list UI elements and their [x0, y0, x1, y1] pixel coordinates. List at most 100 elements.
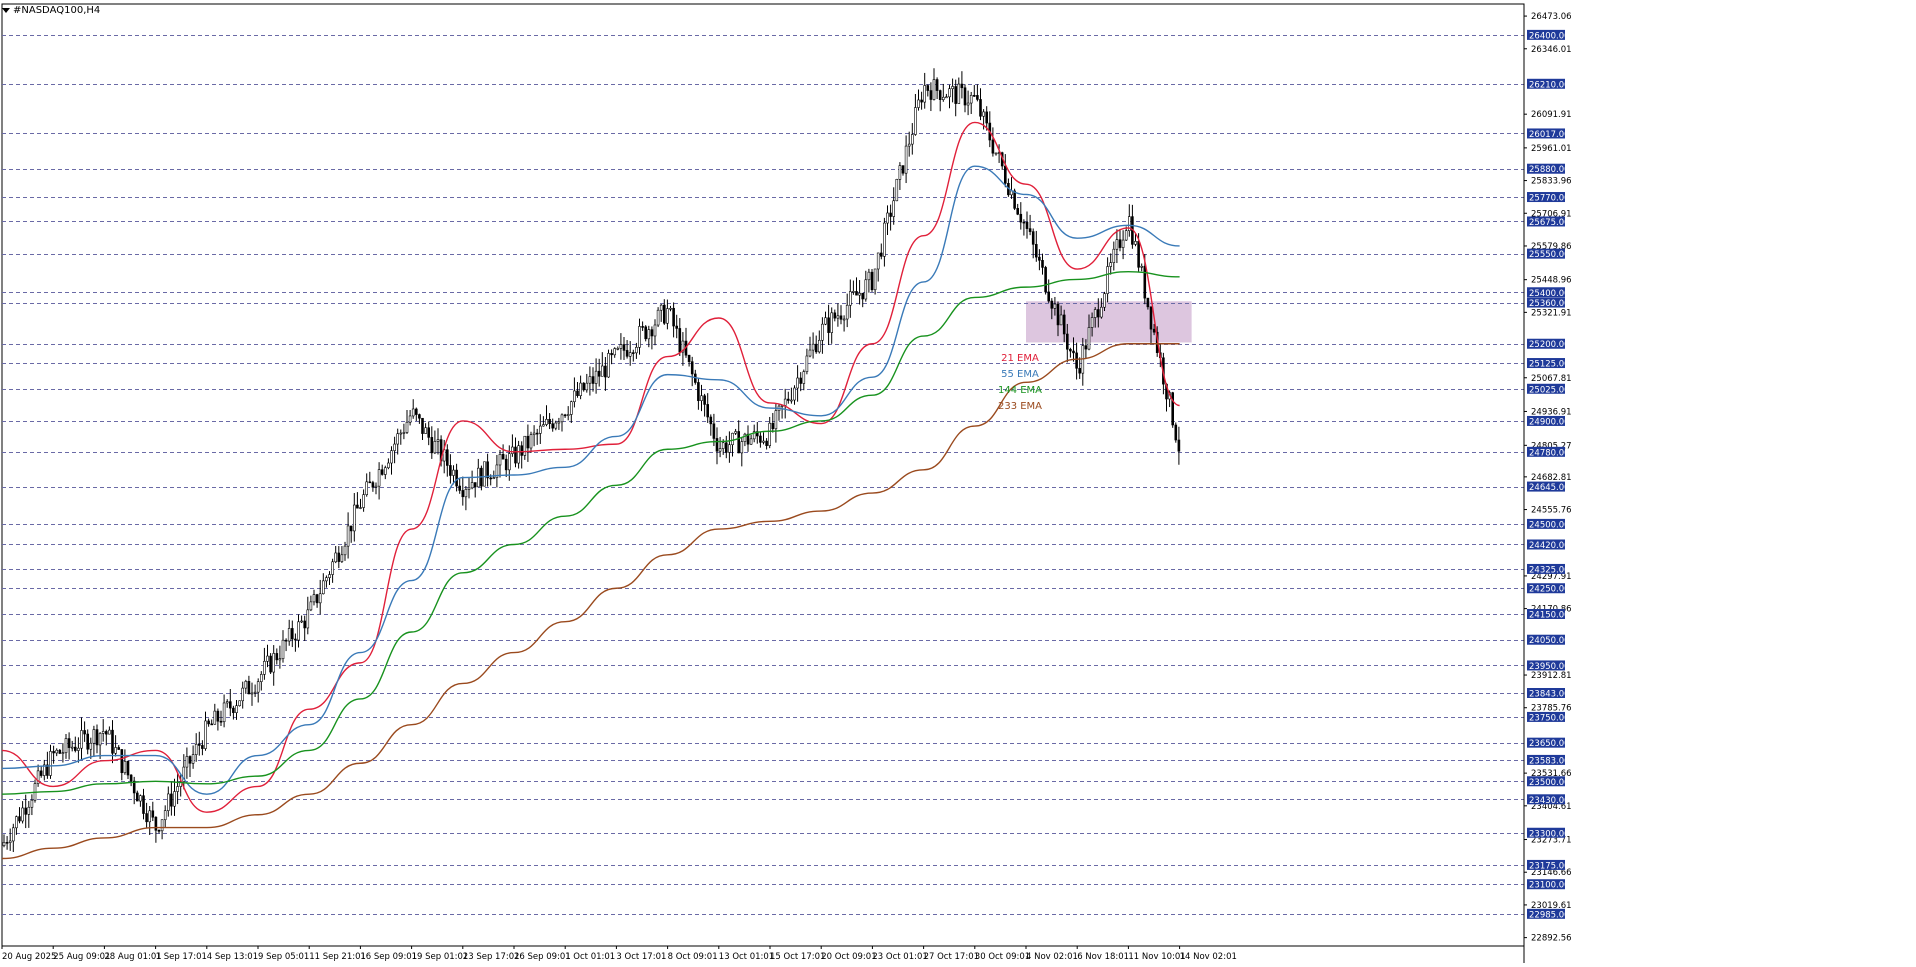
- y-tick-label: 26473.06: [1531, 12, 1572, 22]
- candle-body: [349, 525, 353, 532]
- candle-body: [346, 525, 350, 547]
- candle-body: [914, 107, 917, 135]
- level-price-box: [1527, 415, 1565, 426]
- candle-body: [960, 83, 964, 89]
- candle-body: [126, 761, 130, 776]
- candle-body: [799, 377, 803, 384]
- candle-body: [604, 365, 607, 378]
- candle-body: [61, 752, 65, 754]
- candle-body: [1062, 314, 1066, 335]
- candle-body: [408, 415, 412, 423]
- level-price-label: 24420.00: [1529, 541, 1570, 551]
- candle-body: [27, 806, 31, 815]
- candle-body: [1028, 228, 1032, 232]
- candle-body: [619, 344, 623, 349]
- candle-body: [793, 387, 796, 401]
- x-tick-label: 27 Oct 17:01: [924, 952, 979, 962]
- candle-body: [920, 99, 923, 103]
- x-tick-label: 14 Nov 02:01: [1180, 952, 1237, 962]
- candle-body: [1149, 306, 1153, 330]
- level-price-box: [1527, 539, 1565, 550]
- candle-body: [123, 761, 127, 774]
- candle-body: [845, 304, 849, 320]
- candle-body: [433, 441, 437, 454]
- candle-body: [294, 638, 297, 641]
- level-price-box: [1527, 78, 1565, 89]
- candle-body: [191, 754, 195, 764]
- candle-body: [985, 111, 989, 124]
- y-tick-label: 24805.27: [1531, 441, 1572, 451]
- candle-body: [284, 639, 288, 642]
- level-price-box: [1527, 859, 1565, 870]
- candle-body: [951, 86, 954, 90]
- x-tick-label: 1 Oct 01:01: [565, 952, 615, 962]
- candle-body: [275, 653, 279, 661]
- candle-body: [86, 733, 89, 750]
- level-price-box: [1527, 163, 1565, 174]
- candle-body: [58, 749, 62, 754]
- level-price-label: 23175.00: [1529, 861, 1570, 871]
- candle-body: [650, 329, 654, 337]
- candle-body: [1084, 345, 1088, 350]
- candle-body: [424, 427, 427, 434]
- candle-body: [49, 751, 52, 776]
- candle-body: [870, 271, 874, 291]
- level-price-label: 22985.00: [1529, 910, 1570, 920]
- candle-body: [321, 580, 325, 595]
- candle-body: [538, 425, 542, 434]
- candle-body: [709, 416, 713, 425]
- candle-body: [613, 348, 617, 356]
- candle-body: [318, 593, 322, 604]
- candle-body: [923, 85, 927, 103]
- y-tick-label: 25321.91: [1531, 308, 1572, 318]
- candle-body: [545, 418, 548, 425]
- level-price-box: [1527, 583, 1565, 594]
- candle-body: [362, 494, 365, 508]
- candle-body: [421, 417, 424, 434]
- candle-body: [1019, 213, 1023, 223]
- candle-body: [1075, 352, 1078, 369]
- candle-body: [554, 422, 558, 429]
- collapse-triangle-icon[interactable]: [2, 7, 10, 13]
- candle-body: [529, 434, 533, 449]
- candle-body: [861, 292, 865, 300]
- candle-body: [244, 681, 248, 689]
- candle-body: [1016, 208, 1020, 215]
- candle-body: [70, 746, 74, 749]
- level-price-label: 24050.00: [1529, 636, 1570, 646]
- candle-body: [238, 700, 241, 707]
- candle-body: [216, 710, 220, 722]
- candle-body: [253, 691, 257, 694]
- candle-body: [690, 361, 694, 375]
- candle-body: [963, 87, 967, 106]
- candle-body: [647, 329, 651, 340]
- level-price-label: 25360.00: [1529, 299, 1570, 309]
- candle-body: [783, 398, 787, 406]
- candle-body: [507, 453, 511, 471]
- candle-body: [12, 827, 15, 842]
- candle-body: [219, 720, 223, 723]
- candle-body: [907, 143, 911, 147]
- candle-body: [573, 390, 576, 403]
- candle-body: [129, 774, 133, 782]
- candle-body: [749, 438, 753, 445]
- candle-body: [718, 448, 722, 452]
- level-price-box: [1527, 128, 1565, 139]
- candle-body: [675, 325, 679, 329]
- candle-body: [542, 424, 545, 427]
- candle-body: [830, 312, 834, 333]
- candle-body: [706, 404, 710, 418]
- candle-body: [669, 307, 672, 310]
- candle-body: [796, 377, 799, 389]
- candle-body: [836, 315, 840, 319]
- candle-body: [396, 433, 400, 445]
- candle-body: [1025, 222, 1029, 229]
- candle-body: [343, 545, 347, 556]
- candle-body: [393, 443, 396, 451]
- candle-body: [644, 326, 648, 340]
- candle-body: [566, 414, 570, 416]
- candle-body: [737, 431, 741, 454]
- level-price-label: 23843.00: [1529, 689, 1570, 699]
